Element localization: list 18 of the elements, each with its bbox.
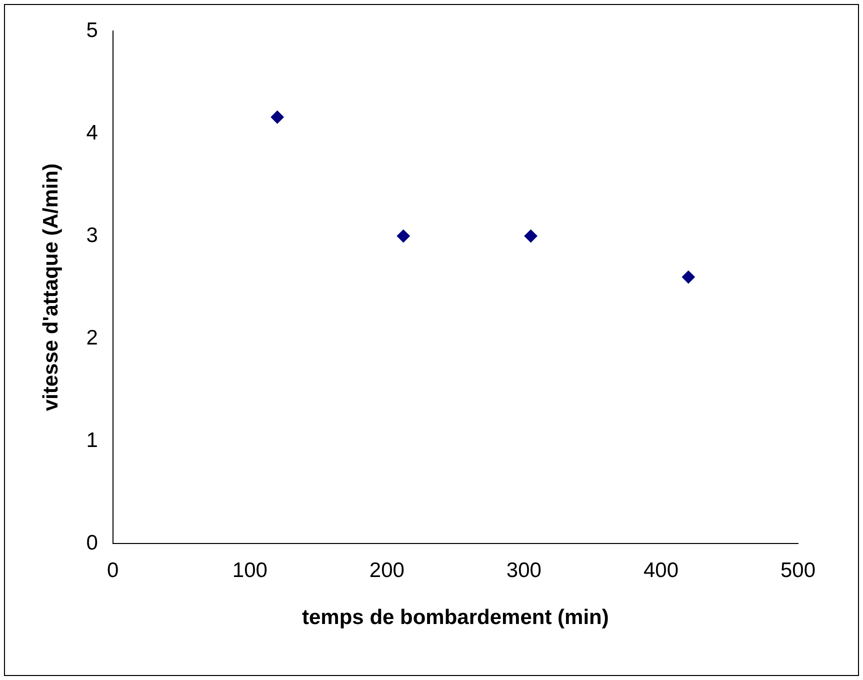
x-tick-label: 400 <box>643 558 678 582</box>
y-axis-title: vitesse d'attaque (A/min) <box>39 163 62 412</box>
x-tick-label: 200 <box>369 558 404 582</box>
x-tick-label: 300 <box>506 558 542 582</box>
point <box>524 230 538 243</box>
y-tick-label: 5 <box>86 18 98 42</box>
y-tick-label: 0 <box>86 531 98 554</box>
x-tick-label: 0 <box>107 558 119 582</box>
x-tick-label: 500 <box>780 558 816 582</box>
x-tick-label: 100 <box>232 558 268 582</box>
y-tick-label: 1 <box>86 428 98 452</box>
x-axis-title: temps de bombardement (min) <box>302 606 609 630</box>
y-tick-label: 3 <box>86 224 98 247</box>
point <box>396 230 410 243</box>
point <box>682 270 695 284</box>
y-tick-label: 4 <box>86 121 98 144</box>
point <box>270 110 284 124</box>
y-tick-label: 2 <box>86 326 98 350</box>
